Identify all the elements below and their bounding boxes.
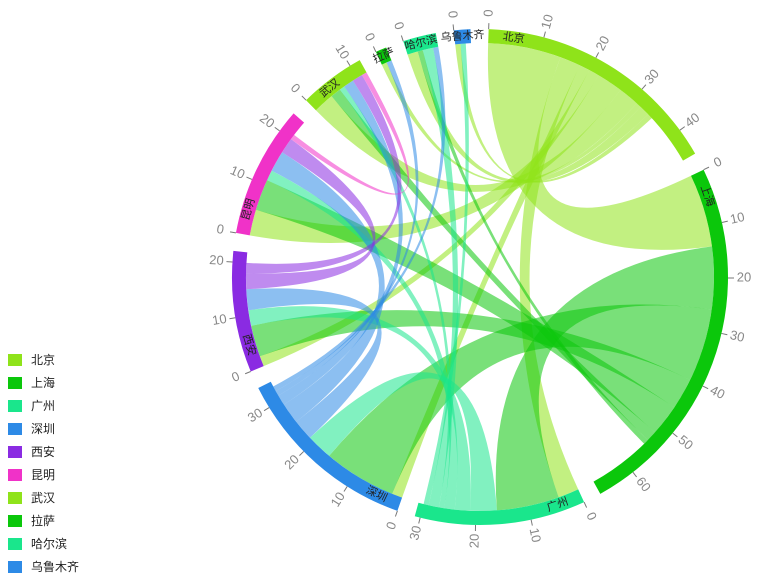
tick-label: 20 [281, 451, 302, 472]
legend-item[interactable]: 拉萨 [8, 509, 79, 532]
tick-mark [229, 318, 235, 319]
tick-label: 20 [209, 252, 224, 268]
legend-swatch [8, 538, 22, 550]
tick-label: 10 [538, 13, 556, 31]
tick-mark [680, 127, 685, 131]
legend-item[interactable]: 广州 [8, 394, 79, 417]
legend-swatch [8, 469, 22, 481]
tick-label: 40 [682, 110, 703, 131]
tick-label: 10 [228, 162, 247, 181]
tick-label: 0 [391, 20, 408, 32]
legend-label: 西安 [31, 443, 55, 460]
legend-item[interactable]: 西安 [8, 440, 79, 463]
tick-label: 0 [362, 31, 379, 44]
tick-mark [246, 177, 252, 179]
group-label: 乌鲁木齐 [440, 27, 485, 44]
legend-label: 哈尔滨 [31, 535, 67, 552]
tick-mark [302, 96, 306, 100]
tick-label: 30 [406, 524, 424, 542]
tick-mark [453, 24, 454, 30]
tick-label: 0 [229, 368, 241, 385]
tick-mark [721, 333, 727, 334]
chord-ribbons [246, 43, 714, 511]
tick-label: 0 [445, 10, 461, 19]
legend-swatch [8, 515, 22, 527]
tick-mark [704, 167, 709, 170]
tick-label: 20 [592, 33, 612, 53]
tick-label: 0 [481, 9, 496, 17]
legend-label: 武汉 [31, 489, 55, 506]
tick-label: 0 [288, 80, 304, 96]
tick-label: 0 [216, 221, 226, 237]
tick-mark [230, 232, 236, 233]
legend-item[interactable]: 上海 [8, 371, 79, 394]
tick-mark [245, 371, 251, 373]
tick-label: 50 [675, 432, 696, 453]
tick-mark [673, 433, 678, 437]
tick-label: 30 [245, 405, 265, 425]
tick-label: 20 [737, 269, 752, 284]
tick-label: 0 [383, 520, 400, 532]
tick-label: 30 [641, 66, 662, 87]
legend-item[interactable]: 武汉 [8, 486, 79, 509]
tick-mark [722, 221, 728, 222]
tick-label: 20 [257, 110, 278, 131]
tick-mark [264, 408, 269, 411]
tick-mark [584, 502, 587, 507]
legend-swatch [8, 492, 22, 504]
tick-mark [642, 85, 646, 90]
legend-item[interactable]: 昆明 [8, 463, 79, 486]
legend-label: 昆明 [31, 466, 55, 483]
tick-label: 10 [328, 489, 348, 509]
tick-mark [344, 486, 347, 491]
tick-mark [395, 511, 397, 517]
legend-swatch [8, 377, 22, 389]
tick-label: 0 [583, 510, 600, 523]
tick-mark [419, 518, 420, 524]
chart-legend: 北京上海广州深圳西安昆明武汉拉萨哈尔滨乌鲁木齐 [8, 348, 79, 578]
tick-label: 40 [708, 382, 728, 402]
tick-mark [275, 127, 280, 131]
legend-label: 广州 [31, 397, 55, 414]
tick-label: 30 [729, 327, 747, 345]
legend-label: 深圳 [31, 420, 55, 437]
legend-swatch [8, 561, 22, 573]
tick-label: 10 [332, 42, 352, 62]
tick-mark [544, 32, 546, 38]
tick-mark [531, 520, 532, 526]
tick-label: 10 [211, 311, 228, 328]
tick-mark [299, 451, 303, 455]
tick-label: 10 [527, 526, 545, 543]
tick-label: 0 [711, 154, 724, 171]
legend-label: 北京 [31, 351, 55, 368]
tick-mark [401, 35, 403, 41]
tick-mark [633, 472, 637, 477]
tick-mark [596, 52, 599, 57]
legend-swatch [8, 400, 22, 412]
tick-label: 10 [729, 209, 746, 227]
legend-swatch [8, 446, 22, 458]
tick-mark [373, 46, 376, 51]
legend-label: 上海 [31, 374, 55, 391]
legend-swatch [8, 423, 22, 435]
legend-label: 拉萨 [31, 512, 55, 529]
legend-swatch [8, 354, 22, 366]
legend-label: 乌鲁木齐 [31, 558, 79, 575]
legend-item[interactable]: 北京 [8, 348, 79, 371]
tick-mark [347, 61, 350, 66]
legend-item[interactable]: 深圳 [8, 417, 79, 440]
tick-label: 20 [467, 534, 482, 549]
tick-mark [703, 386, 708, 389]
legend-item[interactable]: 哈尔滨 [8, 532, 79, 555]
